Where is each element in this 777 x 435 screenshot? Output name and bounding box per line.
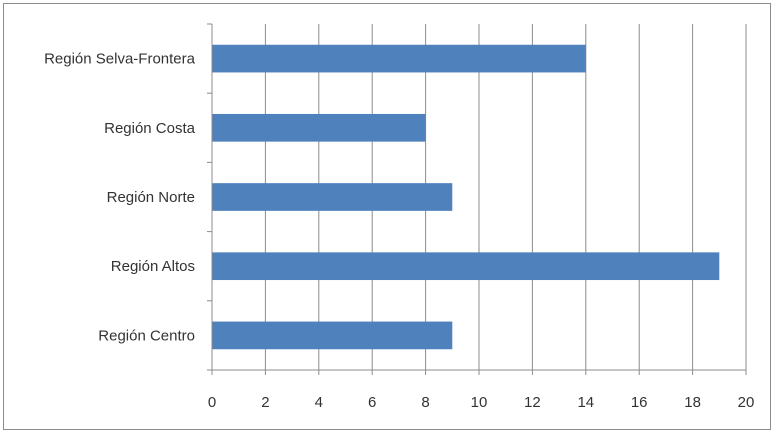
gridlines	[207, 23, 747, 375]
x-tick-label: 20	[738, 394, 755, 411]
bar-2	[212, 113, 426, 142]
x-tick-label: 16	[631, 394, 648, 411]
x-tick-label: 10	[471, 394, 488, 411]
bar-3	[212, 183, 453, 211]
x-tick-label: 12	[524, 394, 541, 411]
bar-1	[212, 44, 586, 73]
category-label: Región Norte	[107, 189, 195, 206]
x-tick-label: 4	[315, 394, 323, 411]
category-label: Región Centro	[98, 327, 195, 344]
category-label: Región Costa	[104, 120, 196, 137]
x-tick-label: 6	[368, 394, 376, 411]
x-tick-label: 0	[208, 394, 216, 411]
chart-frame	[3, 3, 771, 430]
x-tick-label: 18	[684, 394, 701, 411]
bar-4	[212, 252, 720, 281]
category-labels: Región Selva-Frontera Región Costa Región …	[44, 51, 196, 345]
bar-5	[212, 321, 453, 350]
axes	[211, 24, 746, 371]
x-tick-label: 14	[577, 394, 594, 411]
category-label: Región Altos	[111, 258, 195, 275]
x-tick-label: 8	[421, 394, 429, 411]
category-label: Región Selva-Frontera	[44, 51, 196, 68]
x-tick-labels: 0 2 4 6 8 10 12 14 16 18 20	[208, 394, 755, 411]
bars-group	[212, 44, 720, 350]
x-tick-label: 2	[261, 394, 269, 411]
